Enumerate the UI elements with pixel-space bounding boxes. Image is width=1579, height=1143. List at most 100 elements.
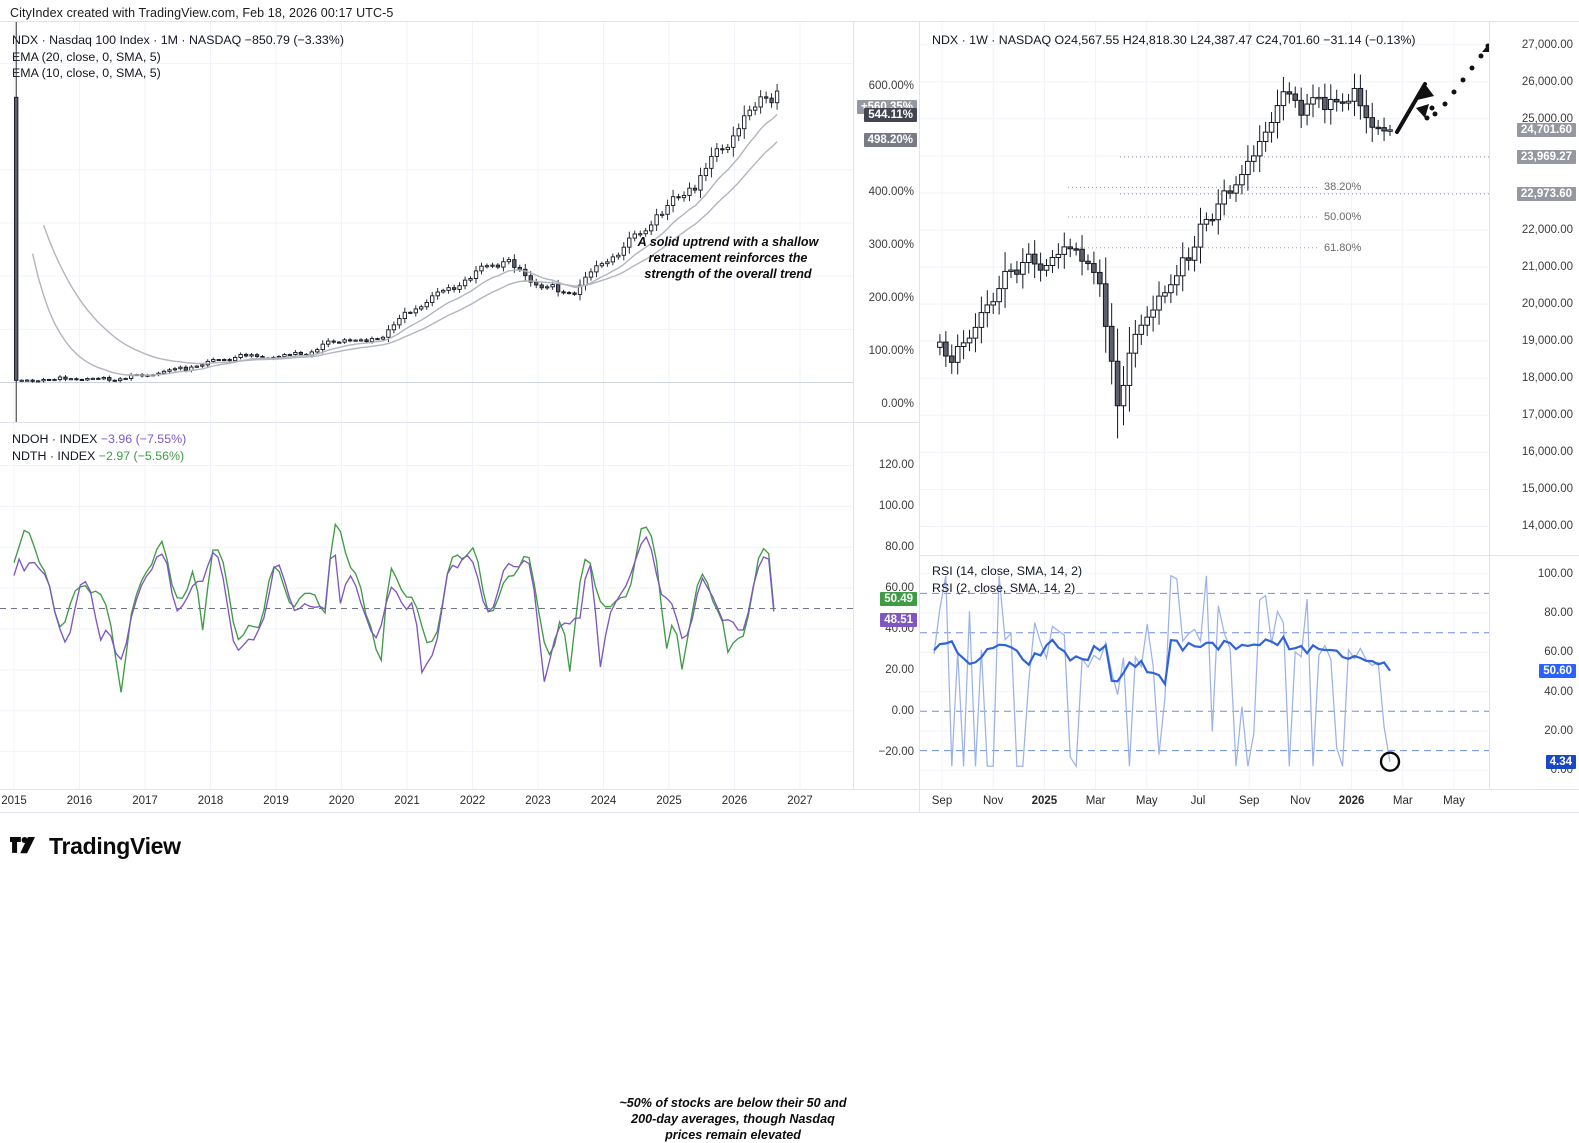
time-axis-divider	[0, 789, 1579, 790]
panel-divider-vertical	[919, 22, 920, 812]
rsi-legend-row: RSI (2, close, SMA, 14, 2)	[932, 580, 1076, 595]
axis-tick-label: 20.00	[885, 663, 914, 676]
left-price-axis[interactable]: 600.00% 400.00% 300.00% 200.00% 100.00% 0.00%…	[853, 22, 920, 422]
axis-tick-label: 21,000.00	[1521, 261, 1573, 274]
rsi14-line	[933, 634, 1391, 688]
price-tag[interactable]: 23,969.27	[1516, 149, 1576, 164]
right-rsi-legend: RSI (14, close, SMA, 14, 2) RSI (2, close…	[932, 563, 1082, 596]
axis-tick-label: 0.00%	[881, 398, 914, 411]
chart-canvas	[0, 423, 854, 790]
axis-tick-label: 40.00	[1544, 685, 1573, 698]
axis-tick-label: 27,000.00	[1521, 38, 1573, 51]
right-rsi-panel[interactable]: 100.00 80.00 60.00 40.00 20.00 0.00 50.60 4.34 …	[920, 556, 1579, 790]
price-tag[interactable]: 24,701.60	[1516, 122, 1576, 137]
right-rsi-plot[interactable]	[920, 556, 1579, 790]
breadth-legend-value: −2.97 (−5.56%)	[98, 448, 185, 463]
right-price-panel[interactable]: 38.20% 50.00% 61.80% 27,000.00 26,000.00 25,…	[920, 22, 1579, 555]
price-tag[interactable]: 498.20%	[863, 132, 917, 147]
axis-tick-label: 19,000.00	[1521, 335, 1573, 348]
breadth-legend-symbol: NDOH · INDEX	[12, 432, 101, 446]
axis-tick-label: 16,000.00	[1521, 446, 1573, 459]
breadth-legend-row: NDTH · INDEX −2.97 (−5.56%)	[12, 448, 186, 465]
axis-tick-label: 80.00	[885, 541, 914, 554]
price-tag[interactable]: 544.11%	[864, 108, 917, 123]
ema20-line	[42, 141, 778, 365]
axis-tick-label: 15,000.00	[1521, 483, 1573, 496]
left-breadth-axis[interactable]: 120.00 100.00 80.00 60.00 40.00 20.00 0.00 −20.…	[853, 423, 920, 790]
left-breadth-plot[interactable]	[0, 423, 920, 790]
time-tick-label: 2015	[1, 795, 27, 807]
ema-legend-row: EMA (10, close, 0, SMA, 5)	[12, 66, 161, 80]
time-tick-label: 2025	[1031, 795, 1058, 807]
axis-tick-label: 25,000.00	[1521, 112, 1573, 125]
right-price-axis[interactable]: 27,000.0026,000.0025,000.0024,000.0023,0…	[1489, 22, 1579, 555]
tradingview-wordmark: TradingView	[49, 833, 181, 859]
time-tick-label: 2025	[656, 795, 682, 807]
time-tick-label: 2022	[459, 795, 486, 807]
right-rsi-axis[interactable]: 100.00 80.00 60.00 40.00 20.00 0.00 50.60 4.34	[1489, 556, 1579, 790]
breadth-legend-symbol: NDTH · INDEX	[12, 448, 99, 463]
fib-level-label: 61.80%	[1324, 241, 1362, 254]
ema-legend-row: EMA (20, close, 0, SMA, 5)	[12, 49, 161, 64]
right-price-legend: NDX · 1W · NASDAQ O24,567.55 H24,818.30 …	[932, 33, 1416, 47]
time-tick-label: 2026	[721, 795, 748, 807]
left-price-annotation: A solid uptrend with a shallow retraceme…	[637, 235, 819, 281]
time-tick-label: Mar	[1392, 795, 1413, 807]
left-breadth-panel[interactable]: 120.00 100.00 80.00 60.00 40.00 20.00 0.00 −20.…	[0, 423, 920, 1142]
candlestick-series	[14, 22, 780, 422]
left-breadth-legend: NDOH · INDEX −3.96 (−7.55%) NDTH · INDEX …	[12, 431, 186, 464]
right-price-plot[interactable]: 38.20% 50.00% 61.80%	[920, 22, 1579, 555]
axis-tick-label: 400.00%	[868, 185, 914, 198]
candlestick-series	[937, 73, 1393, 439]
chart-canvas	[920, 556, 1490, 790]
breadth-legend-row: NDOH · INDEX −3.96 (−7.55%)	[12, 431, 186, 448]
chart-canvas	[920, 22, 1490, 555]
right-panel-divider	[920, 555, 1579, 556]
axis-tick-label: 20,000.00	[1521, 298, 1573, 311]
time-tick-label: May	[1443, 795, 1465, 807]
screenshot-root: CityIndex created with TradingView.com, …	[0, 6, 1579, 1142]
ndth-line	[13, 522, 775, 693]
axis-tick-label: 60.00	[885, 582, 914, 595]
fib-level-label: 38.20%	[1324, 181, 1362, 194]
fib-level-label: 50.00%	[1324, 211, 1362, 223]
tradingview-logo-icon	[10, 836, 35, 853]
ema10-line	[31, 113, 778, 376]
tradingview-branding: TradingView	[10, 833, 181, 860]
credit-line: CityIndex created with TradingView.com, …	[10, 6, 394, 20]
axis-tick-label: 20.00	[1544, 724, 1573, 737]
axis-tick-label: 26,000.00	[1521, 75, 1573, 88]
axis-tick-label: 60.00	[1544, 646, 1573, 659]
time-tick-label: Jul	[1190, 795, 1206, 807]
left-price-legend: NDX · Nasdaq 100 Index · 1M · NASDAQ −85…	[12, 32, 344, 82]
time-tick-label: 2024	[590, 795, 617, 807]
left-time-axis[interactable]: 2015 2016 2017 2018 2019 2020 2021 2022 2023 2024…	[0, 790, 920, 812]
axis-tick-label: 80.00	[1544, 607, 1573, 620]
right-time-axis[interactable]: Sep Nov 2025 Mar May Jul Sep Nov 2026 Mar May	[920, 790, 1579, 812]
time-tick-label: 2019	[263, 795, 289, 807]
axis-tick-label: 100.00	[1537, 567, 1573, 580]
ndoh-line	[13, 535, 775, 682]
left-price-plot[interactable]	[0, 22, 920, 422]
axis-tick-label: 120.00	[878, 459, 914, 472]
left-price-panel[interactable]: 600.00% 400.00% 300.00% 200.00% 100.00% 0.00%…	[0, 22, 920, 422]
price-tag[interactable]: 4.34	[1545, 754, 1576, 769]
axis-tick-label: 18,000.00	[1521, 372, 1573, 385]
left-breadth-annotation: ~50% of stocks are below their 50 and 20…	[619, 1096, 847, 1142]
rsi2-line	[933, 574, 1391, 769]
price-tag[interactable]: 22,973.60	[1516, 186, 1576, 201]
time-tick-label: 2016	[66, 795, 93, 807]
oversold-highlight-circle	[1379, 751, 1401, 772]
axis-tick-label: 22,000.00	[1521, 223, 1573, 236]
price-tag[interactable]: 50.49	[880, 592, 917, 607]
axis-tick-label: −20.00	[878, 745, 915, 758]
time-tick-label: 2020	[328, 795, 355, 807]
left-panel-divider	[0, 422, 920, 423]
axis-tick-label: 100.00	[878, 500, 914, 513]
axis-tick-label: 0.00	[891, 704, 914, 717]
fib-retracement	[1068, 186, 1318, 249]
symbol-legend-row: NDX · Nasdaq 100 Index · 1M · NASDAQ −85…	[12, 33, 344, 47]
price-tag[interactable]: 48.51	[880, 612, 917, 627]
price-tag[interactable]: 50.60	[1539, 663, 1576, 678]
axis-tick-label: 14,000.00	[1521, 520, 1573, 533]
